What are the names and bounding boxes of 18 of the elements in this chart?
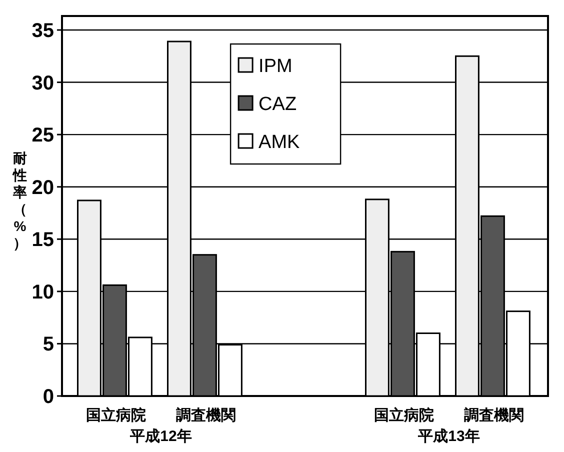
y-tick-label: 25 bbox=[32, 124, 54, 147]
legend-label: CAZ bbox=[258, 94, 297, 115]
y-tick-label: 15 bbox=[32, 229, 54, 252]
y-tick-label: 5 bbox=[42, 334, 54, 356]
legend-label: IPM bbox=[258, 56, 292, 77]
y-axis-title: 耐性率（%） bbox=[12, 150, 27, 251]
text: 平成13年 bbox=[417, 428, 480, 445]
y-tick-label: 30 bbox=[32, 72, 54, 94]
legend-label: AMK bbox=[258, 132, 300, 153]
y-tick-label: 0 bbox=[42, 386, 54, 408]
x-tick-label: 国立病院 bbox=[374, 406, 434, 424]
y-tick-label: 20 bbox=[32, 176, 54, 199]
y-tick-label: 35 bbox=[32, 20, 54, 42]
y-tick-label: 10 bbox=[32, 281, 54, 304]
x-tick-label: 国立病院 bbox=[86, 406, 146, 424]
x-tick-label: 調査機関 bbox=[464, 406, 524, 424]
text: 平成12年 bbox=[129, 428, 192, 445]
x-tick-label: 調査機関 bbox=[176, 406, 236, 424]
